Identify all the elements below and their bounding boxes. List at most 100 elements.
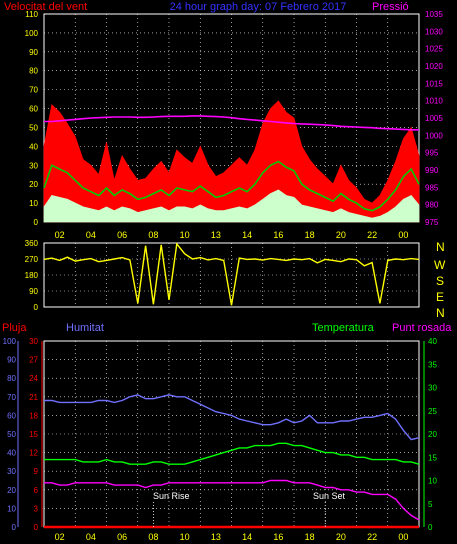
wind-x-tick: 18 [305, 230, 315, 240]
pressure-y-tick: 1035 [425, 10, 443, 19]
humidity-temperature-panel: 0102030405060708090100036912151821242730… [3, 337, 438, 542]
temperature-label: Temperatura [312, 322, 375, 334]
wind-pressure-panel: 0102030405060708090100110975980985990995… [25, 10, 444, 240]
wind-x-tick: 22 [367, 230, 377, 240]
temperature-y-tick: 15 [428, 453, 437, 462]
rain-y-tick: 6 [34, 486, 39, 495]
wind-y-tick: 80 [29, 67, 38, 76]
lower-x-tick: 22 [367, 532, 377, 542]
wind-y-tick: 90 [29, 48, 38, 57]
pressure-line [44, 115, 419, 131]
direction-y-tick: 180 [25, 271, 39, 280]
wind-x-tick: 20 [336, 230, 346, 240]
wind-direction-panel: 0 90 180 270 360 [25, 239, 420, 312]
wind-y-tick: 110 [25, 10, 38, 19]
rain-y-tick: 24 [29, 374, 38, 383]
wind-min-area [43, 189, 420, 223]
wind-direction-line [43, 242, 420, 306]
pressure-y-tick: 990 [425, 166, 439, 175]
lower-x-tick: 18 [305, 532, 315, 542]
wind-y-tick: 10 [29, 199, 38, 208]
sunset-label: Sun Set [313, 491, 346, 501]
direction-y-tick: 0 [34, 303, 39, 312]
temperature-y-tick: 25 [428, 407, 437, 416]
humidity-y-tick: 20 [7, 486, 16, 495]
lower-x-tick: 08 [148, 532, 158, 542]
humidity-y-tick: 0 [12, 523, 17, 532]
rain-y-tick: 3 [34, 504, 39, 513]
compass-e: E [436, 290, 444, 304]
direction-y-tick: 360 [25, 239, 39, 248]
compass-s: S [436, 274, 444, 288]
dewpoint-line [44, 479, 420, 521]
humidity-y-tick: 70 [7, 393, 16, 402]
chart-title: 24 hour graph day: 07 Febrero 2017 [170, 1, 347, 13]
wind-x-tick: 14 [242, 230, 252, 240]
humidity-label: Humitat [66, 322, 104, 334]
sunrise-label: Sun Rise [153, 491, 190, 501]
pressure-y-tick: 1030 [425, 27, 443, 36]
humidity-y-tick: 60 [7, 411, 16, 420]
rain-y-tick: 9 [34, 467, 39, 476]
temperature-y-tick: 0 [428, 523, 433, 532]
temperature-y-tick: 20 [428, 430, 437, 439]
wind-x-tick: 02 [55, 230, 65, 240]
dewpoint-label: Punt rosada [392, 322, 452, 334]
lower-x-tick: 14 [242, 532, 252, 542]
humidity-y-tick: 90 [7, 356, 16, 365]
pressure-y-tick: 995 [425, 149, 439, 158]
pressure-y-tick: 985 [425, 183, 439, 192]
direction-y-tick: 270 [25, 255, 39, 264]
humidity-y-tick: 30 [7, 467, 16, 476]
wind-y-tick: 100 [25, 29, 39, 38]
lower-x-tick: 00 [398, 532, 408, 542]
temperature-y-tick: 30 [428, 384, 437, 393]
compass-n-bottom: N [436, 306, 445, 320]
rain-y-tick: 27 [29, 356, 38, 365]
wind-x-tick: 06 [117, 230, 127, 240]
compass-n-top: N [436, 240, 445, 254]
lower-x-tick: 20 [336, 532, 346, 542]
humidity-line [44, 394, 420, 441]
wind-x-tick: 16 [273, 230, 283, 240]
humidity-y-tick: 40 [7, 449, 16, 458]
compass-w: W [434, 258, 446, 272]
wind-x-tick: 10 [180, 230, 190, 240]
pressure-y-tick: 1010 [425, 97, 443, 106]
wind-y-tick: 70 [29, 86, 38, 95]
wind-speed-label: Velocitat del vent [4, 1, 87, 13]
rain-y-tick: 21 [29, 393, 38, 402]
wind-y-tick: 30 [29, 161, 38, 170]
wind-y-tick: 20 [29, 180, 38, 189]
temperature-y-tick: 40 [428, 337, 437, 346]
pressure-y-tick: 1020 [425, 62, 443, 71]
wind-y-tick: 50 [29, 123, 38, 132]
wind-average-line [43, 160, 420, 212]
temperature-y-tick: 35 [428, 360, 437, 369]
temperature-line [44, 442, 420, 465]
pressure-y-tick: 1015 [425, 79, 443, 88]
rain-y-tick: 12 [29, 449, 38, 458]
wind-x-tick: 04 [86, 230, 96, 240]
lower-x-tick: 16 [273, 532, 283, 542]
lower-x-tick: 02 [55, 532, 65, 542]
wind-x-tick: 00 [398, 230, 408, 240]
rain-y-tick: 15 [29, 430, 38, 439]
wind-x-tick: 13 [211, 230, 221, 240]
lower-x-tick: 13 [211, 532, 221, 542]
direction-y-tick: 90 [29, 287, 38, 296]
pressure-y-tick: 1025 [425, 45, 443, 54]
pressure-y-tick: 975 [425, 218, 439, 227]
rain-label: Pluja [2, 322, 27, 334]
pressure-y-tick: 1005 [425, 114, 443, 123]
rain-y-tick: 30 [29, 337, 38, 346]
wind-y-tick: 0 [34, 218, 39, 227]
humidity-y-tick: 10 [7, 504, 16, 513]
wind-gust-area [43, 100, 420, 223]
rain-y-tick: 18 [29, 411, 38, 420]
pressure-y-tick: 980 [425, 201, 439, 210]
humidity-y-tick: 50 [7, 430, 16, 439]
temperature-y-tick: 10 [428, 477, 437, 486]
lower-x-tick: 10 [180, 532, 190, 542]
